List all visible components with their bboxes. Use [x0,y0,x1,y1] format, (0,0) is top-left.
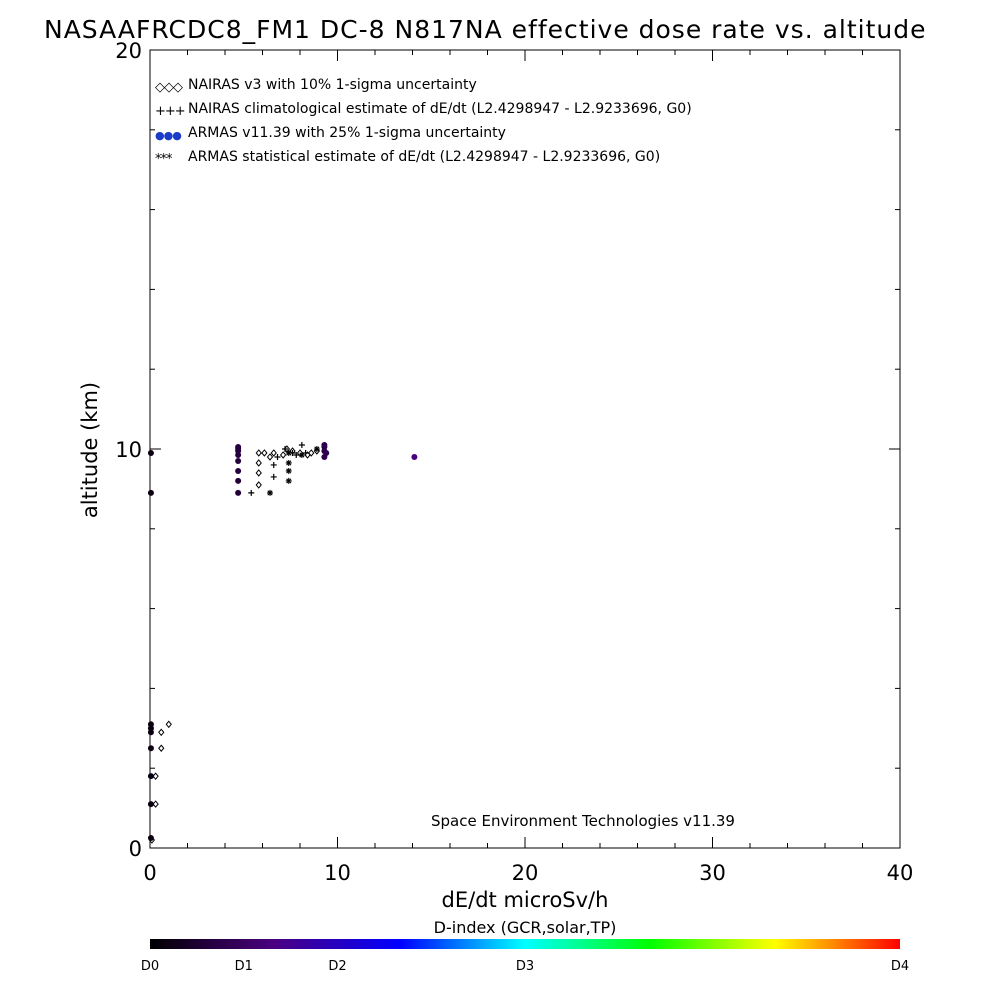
colorbar-label: D4 [891,959,909,974]
armas-statistical-point [285,467,292,474]
chart-title: NASAAFRCDC8_FM1 DC-8 N817NA effective do… [44,15,927,44]
legend: ◇◇◇ NAIRAS v3 with 10% 1-sigma uncertaint… [155,77,692,167]
armas-point [147,449,154,456]
nairas-v3-point [266,453,274,461]
colorbar [150,939,900,949]
y-tick-label: 10 [115,438,142,462]
nairas-v3-point [165,720,172,729]
colorbar-label: D2 [328,959,346,974]
x-tick-label: 30 [699,861,726,885]
nairas-v3-point [255,449,262,457]
legend-marker: ●●● [155,129,181,142]
armas-statistical-point [313,446,320,452]
armas-point [147,721,154,728]
x-axis-label: dE/dt microSv/h [442,888,609,912]
nairas-climatological-point [270,461,277,468]
armas-point [235,457,242,464]
x-tick-label: 10 [324,861,351,885]
armas-point [147,801,154,808]
armas-point [235,444,242,451]
x-tick-label: 20 [512,861,539,885]
legend-marker: ◇◇◇ [155,80,183,95]
nairas-v3-point [255,459,262,467]
plot-frame [149,49,901,849]
x-tick-label: 40 [887,861,914,885]
armas-point [235,477,242,484]
armas-point [147,773,154,780]
nairas-climatological-point [282,446,288,452]
footer-credit: Space Environment Technologies v11.39 [431,812,735,830]
nairas-v3-point [158,744,165,753]
nairas-v3-point [261,449,268,457]
armas-statistical-point [267,489,273,496]
nairas-climatological-point [298,442,305,449]
armas-point [321,442,328,449]
legend-label: ARMAS statistical estimate of dE/dt (L2.… [188,149,660,165]
y-axis-label: altitude (km) [78,382,102,518]
y-tick-label: 20 [115,39,142,63]
axes: 0 10 20 30 40 0 10 20 [115,39,913,885]
colorbar-ticks: D0 D1 D2 D3 D4 [141,959,909,974]
legend-marker: *** [155,152,173,167]
armas-point [235,467,242,474]
legend-marker: +++ [155,104,185,119]
armas-point [147,745,154,752]
nairas-v3-point [152,800,159,808]
nairas-v3-point [308,449,315,457]
nairas-climatological-point [248,489,255,496]
colorbar-title: D-index (GCR,solar,TP) [434,918,617,937]
nairas-v3-point [255,481,262,489]
y-tick-label: 0 [129,837,142,861]
nairas-v3-point [158,728,165,737]
colorbar-label: D1 [235,959,253,974]
armas-statistical-point [285,477,292,484]
legend-label: NAIRAS v3 with 10% 1-sigma uncertainty [188,77,477,93]
armas-statistical-point [285,459,292,466]
nairas-v3-point [152,772,159,780]
armas-point [147,489,154,496]
nairas-climatological-point [270,473,277,480]
data-marks [147,442,418,844]
armas-point [235,489,242,496]
armas-statistical-point [285,449,292,456]
nairas-v3-point [270,449,277,457]
nairas-v3-point [255,469,262,477]
nairas-climatological-point [293,451,300,458]
nairas-v3-point [279,451,287,459]
armas-point [411,453,418,460]
armas-point [147,835,154,842]
colorbar-label: D3 [516,959,534,974]
legend-label: NAIRAS climatological estimate of dE/dt … [188,101,692,117]
legend-label: ARMAS v11.39 with 25% 1-sigma uncertaint… [188,125,506,141]
nairas-climatological-point [274,453,281,460]
armas-statistical-point [298,451,305,458]
armas-point [323,449,330,456]
colorbar-label: D0 [141,959,159,974]
x-tick-label: 0 [143,861,156,885]
